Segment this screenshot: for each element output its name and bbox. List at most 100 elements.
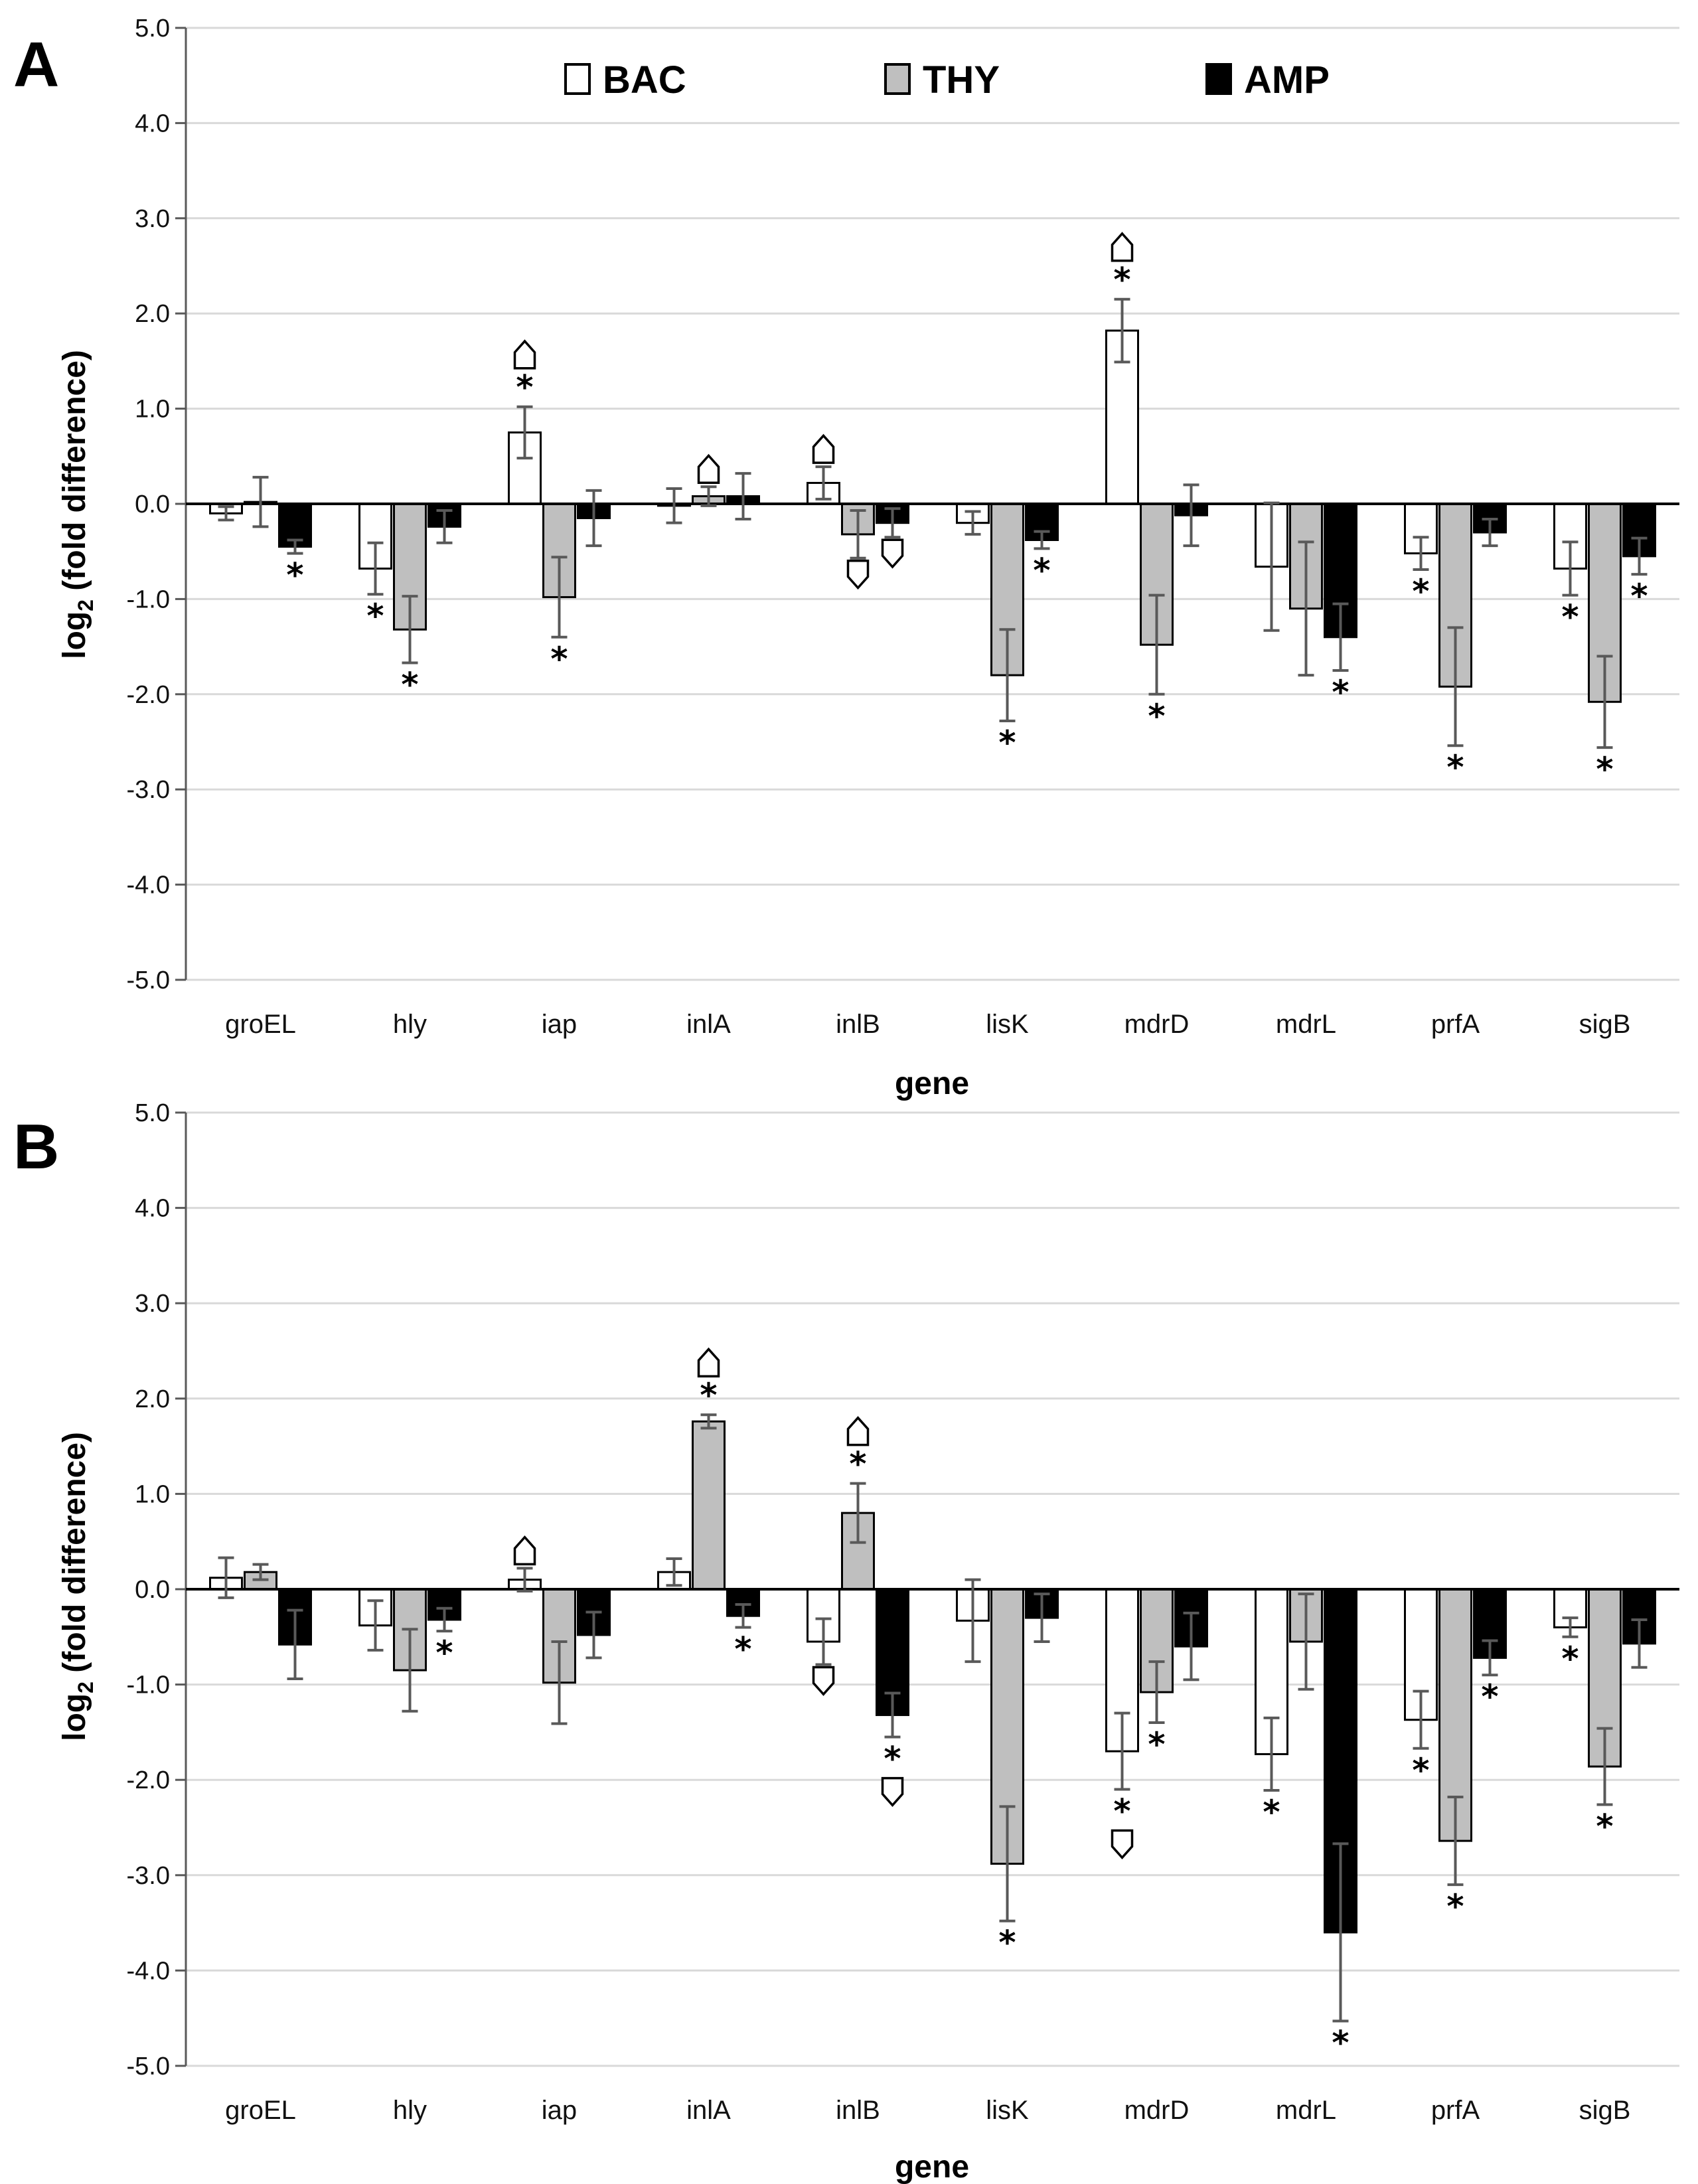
panel-b-y-tick-label: -2.0	[127, 1766, 170, 1794]
panel-a-category-label: inlA	[686, 1010, 731, 1039]
panel-a-pentagon-up-marker	[1111, 232, 1134, 262]
panel-a-category-label: prfA	[1431, 1010, 1480, 1039]
panel-b-y-tick-label: 3.0	[135, 1290, 170, 1318]
panel-a-y-tick-label: 0.0	[135, 491, 170, 518]
panel-a-significance-star: *	[1561, 598, 1579, 637]
panel-b-category-label: mdrD	[1124, 2096, 1190, 2125]
panel-a-x-axis-label: gene	[895, 1066, 969, 1101]
panel-b-bars	[209, 1420, 1656, 1934]
legend-swatch-amp	[1205, 63, 1232, 95]
panel-a-category-label: lisK	[986, 1010, 1029, 1039]
panel-b-y-tick-label: 4.0	[135, 1195, 170, 1223]
panel-b-y-axis-label: log2 (fold difference)	[57, 1432, 98, 1741]
panel-a-significance-star: *	[1033, 551, 1050, 589]
panel-b-y-tick-label: -4.0	[127, 1957, 170, 1985]
legend: BAC THY AMP	[564, 58, 1330, 102]
panel-b-significance-star: *	[1263, 1793, 1280, 1832]
panel-a-y-tick-label: 1.0	[135, 396, 170, 424]
panel-b-significance-star: *	[884, 1740, 901, 1778]
panel-a-y-tick-label: -4.0	[127, 872, 170, 899]
panel-b-pentagon-up-marker	[846, 1416, 870, 1446]
panel-a-y-tick-label: -2.0	[127, 681, 170, 709]
panel-a-y-tick-label: -1.0	[127, 585, 170, 613]
panel-a-significance-star: *	[1412, 572, 1429, 611]
panel-b-significance-star: *	[1113, 1792, 1130, 1831]
panel-a-pentagon-down-marker	[881, 538, 904, 569]
panel-b-category-label: iap	[542, 2096, 577, 2125]
panel-b-pentagon-down-marker	[1111, 1829, 1134, 1859]
panel-b-y-tick-label: -5.0	[127, 2053, 170, 2080]
panel-b-significance-star: *	[849, 1445, 866, 1484]
panel-b-x-axis-label: gene	[895, 2149, 969, 2184]
panel-a-significance-star: *	[401, 665, 418, 704]
panel-b-significance-star: *	[1561, 1640, 1579, 1678]
panel-b-bar-thy	[692, 1420, 726, 1591]
panel-b-significance-star: *	[1446, 1887, 1464, 1926]
legend-label-thy: THY	[923, 58, 1000, 102]
panel-a-category-label: hly	[393, 1010, 427, 1039]
panel-b-y-tick-label: 1.0	[135, 1480, 170, 1508]
panel-b-y-tick-label: 5.0	[135, 1099, 170, 1127]
panel-a-significance-star: *	[1332, 673, 1349, 712]
panel-a-bars	[209, 329, 1656, 703]
panel-b-pentagon-down-marker	[881, 1776, 904, 1808]
panel-b-y-tick-label: 2.0	[135, 1385, 170, 1413]
panel-b-pentagon-down-marker	[812, 1666, 835, 1696]
panel-b-significance-marks: * * * * * * * * * * * * * * *	[435, 1347, 1614, 2063]
panel-b-significance-star: *	[1481, 1677, 1498, 1716]
panel-a-chart: -5.0 -4.0 -3.0 -2.0 -1.0 0.0 1.0 2.0 3.0 4.0 5.0 *…	[57, 15, 1679, 1101]
panel-a-y-tick-label: 2.0	[135, 300, 170, 328]
panel-a-y-axis-label: log2 (fold difference)	[57, 350, 98, 659]
panel-a-significance-star: *	[550, 640, 568, 678]
panel-a-significance-star: *	[1630, 577, 1648, 615]
panel-a-significance-star: *	[516, 368, 533, 407]
panel-a-category-label: sigB	[1579, 1010, 1631, 1039]
panel-b-category-label: groEL	[225, 2096, 296, 2125]
panel-a-y-tick-label: 5.0	[135, 15, 170, 42]
panel-b-significance-star: *	[1332, 2024, 1349, 2063]
panel-a-category-label: groEL	[225, 1010, 296, 1039]
panel-a-pentagon-up-marker	[697, 453, 720, 484]
panel-a-pentagon-down-marker	[846, 559, 870, 590]
panel-b-category-label: lisK	[986, 2096, 1029, 2125]
panel-a-category-label: iap	[542, 1010, 577, 1039]
panel-b-category-label: inlB	[836, 2096, 880, 2125]
panel-a-pentagon-up-marker	[812, 433, 835, 464]
panel-letter-b: B	[13, 1111, 59, 1182]
legend-swatch-thy	[884, 63, 911, 95]
legend-label-bac: BAC	[603, 58, 686, 102]
panel-b-significance-star: *	[1148, 1725, 1165, 1764]
panel-a-significance-star: *	[286, 556, 303, 595]
panel-b-category-label: sigB	[1579, 2096, 1631, 2125]
panel-a-category-label: mdrD	[1124, 1010, 1190, 1039]
panel-a-significance-star: *	[998, 724, 1016, 762]
panel-a-y-tick-labels: -5.0 -4.0 -3.0 -2.0 -1.0 0.0 1.0 2.0 3.0 4.0 5.0	[127, 15, 170, 994]
legend-swatch-bac	[564, 63, 591, 95]
panel-b-significance-star: *	[998, 1924, 1016, 1962]
panel-b-significance-star: *	[435, 1634, 453, 1672]
panel-a-y-tick-label: 3.0	[135, 205, 170, 233]
panel-b-category-label: mdrL	[1276, 2096, 1336, 2125]
panel-a-error-bars	[218, 297, 1648, 749]
panel-b-significance-star: *	[734, 1630, 751, 1668]
panel-b-error-bars	[218, 1413, 1648, 2023]
panel-b-pentagon-up-marker	[513, 1535, 536, 1566]
panel-b-y-tick-label: -3.0	[127, 1862, 170, 1890]
panel-a-significance-star: *	[1446, 748, 1464, 787]
panel-a-significance-star: *	[1113, 261, 1130, 299]
panel-a-significance-star: *	[366, 597, 384, 635]
panel-b-significance-star: *	[700, 1376, 717, 1415]
panel-a-category-label: inlB	[836, 1010, 880, 1039]
panel-b-y-tick-labels: -5.0 -4.0 -3.0 -2.0 -1.0 0.0 1.0 2.0 3.0 4.0 5.0	[127, 1099, 170, 2080]
panel-a-significance-star: *	[1148, 697, 1165, 736]
panel-b-pentagon-up-marker	[697, 1347, 720, 1377]
panel-b-gridlines	[175, 1111, 1679, 2067]
panel-b-category-labels: groEL hly iap inlA inlB lisK mdrD mdrL prfA sigB	[225, 2096, 1630, 2125]
panel-a-category-labels: groEL hly iap inlA inlB lisK mdrD mdrL prfA sigB	[225, 1010, 1630, 1039]
panel-a-y-tick-label: 4.0	[135, 110, 170, 137]
panel-b-significance-star: *	[1596, 1808, 1613, 1846]
panel-a-significance-star: *	[1596, 750, 1613, 789]
legend-label-amp: AMP	[1244, 58, 1330, 102]
panel-b-category-label: inlA	[686, 2096, 731, 2125]
panel-a-category-label: mdrL	[1276, 1010, 1336, 1039]
